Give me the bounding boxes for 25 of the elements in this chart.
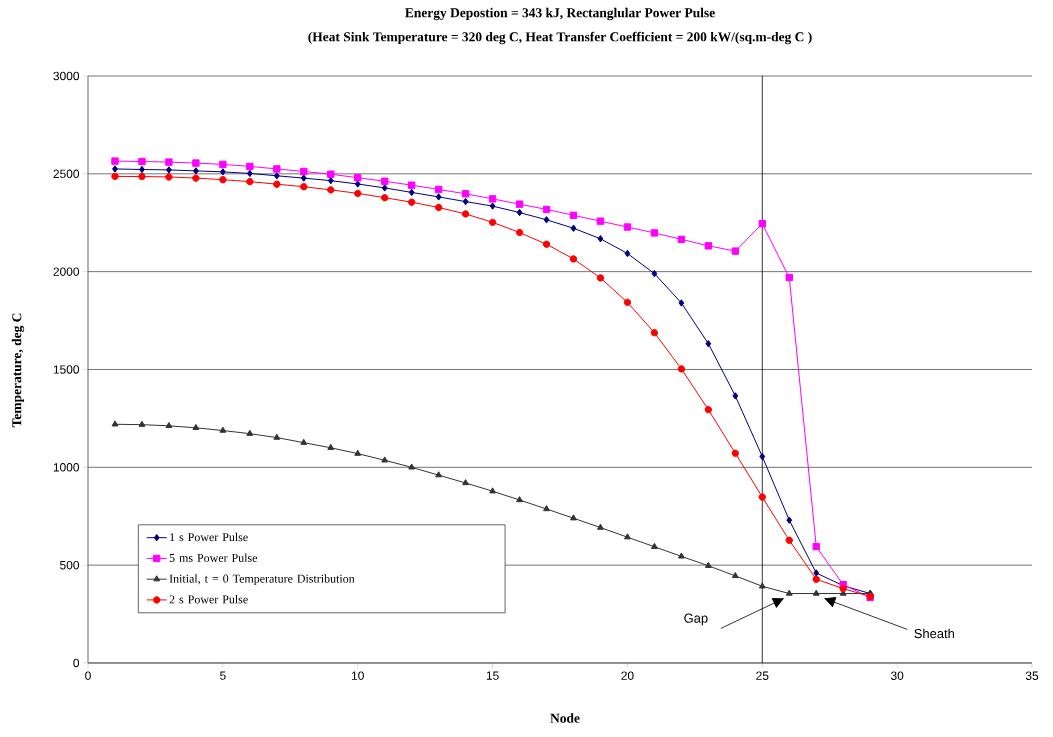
legend-label: Initial, t = 0 Temperature Distribution <box>169 574 355 586</box>
y-tick-label: 500 <box>60 560 80 570</box>
y-tick-label: 2000 <box>53 267 80 276</box>
x-tick-label: 0 <box>85 671 91 680</box>
legend-label: 1 s Power Pulse <box>170 532 248 542</box>
x-tick-label: 30 <box>890 671 904 680</box>
y-axis-title: Temperature, deg C <box>11 313 25 428</box>
y-tick-label: 1500 <box>53 365 80 374</box>
x-axis-title: Node <box>550 713 580 723</box>
legend-label: 5 ms Power Pulse <box>169 553 258 562</box>
x-tick-label: 15 <box>486 671 499 680</box>
legend-label: 2 s Power Pulse <box>169 595 248 604</box>
x-tick-label: 25 <box>756 671 769 680</box>
y-tick-label: 3000 <box>53 71 80 81</box>
x-tick-label: 35 <box>1025 671 1039 680</box>
x-tick-label: 5 <box>220 671 226 680</box>
y-tick-label: 1000 <box>53 463 80 472</box>
annotation: Gap <box>684 613 708 626</box>
x-tick-label: 20 <box>621 671 634 680</box>
chart-subtitle: (Heat Sink Temperature = 320 deg C, Heat Transfer Coefficient = 200 kW/(sq.m-deg C ) <box>308 31 812 45</box>
x-tick-label: 10 <box>351 671 364 680</box>
y-tick-label: 2500 <box>53 169 80 179</box>
annotation: Sheath <box>914 628 955 639</box>
chart-title: Energy Depostion = 343 kJ, Rectanglular Power Pulse <box>405 7 715 21</box>
y-tick-label: 0 <box>73 658 80 668</box>
